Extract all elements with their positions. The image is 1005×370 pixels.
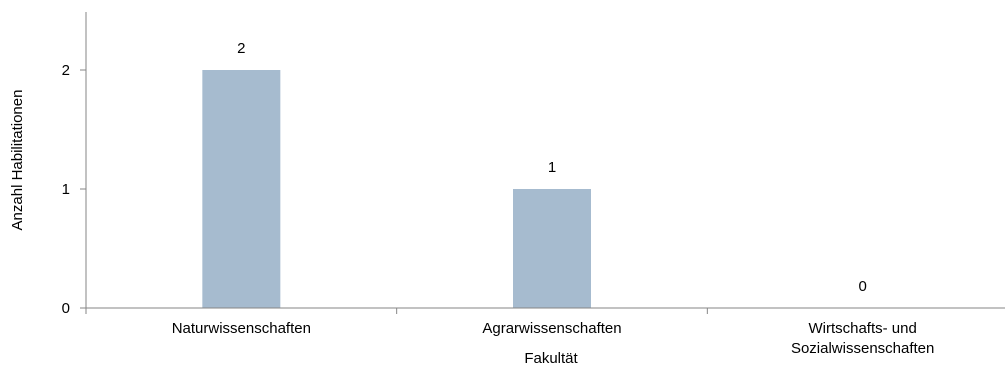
bar-2 — [513, 189, 591, 308]
labels-group: 2 1 0 0 1 2 Naturwissenschaften Agrarwissenscha… — [9, 40, 934, 367]
bar-1 — [202, 70, 281, 308]
x-axis-title: Fakultät — [524, 350, 578, 367]
y-tick-label-1: 1 — [62, 181, 70, 198]
y-axis-title: Anzahl Habilitationen — [9, 90, 26, 231]
axes-group — [80, 12, 1005, 314]
category-label-2: Agrarwissenschaften — [482, 320, 621, 337]
data-label-3: 0 — [858, 278, 866, 295]
category-label-3-line-1: Wirtschafts- und — [808, 320, 916, 337]
data-label-2: 1 — [548, 159, 556, 176]
bars-group — [202, 70, 591, 308]
category-label-3-line-2: Sozialwissenschaften — [791, 340, 934, 357]
y-tick-label-2: 2 — [62, 62, 70, 79]
data-label-1: 2 — [237, 40, 245, 57]
y-tick-label-0: 0 — [62, 300, 70, 317]
category-label-1: Naturwissenschaften — [172, 320, 311, 337]
